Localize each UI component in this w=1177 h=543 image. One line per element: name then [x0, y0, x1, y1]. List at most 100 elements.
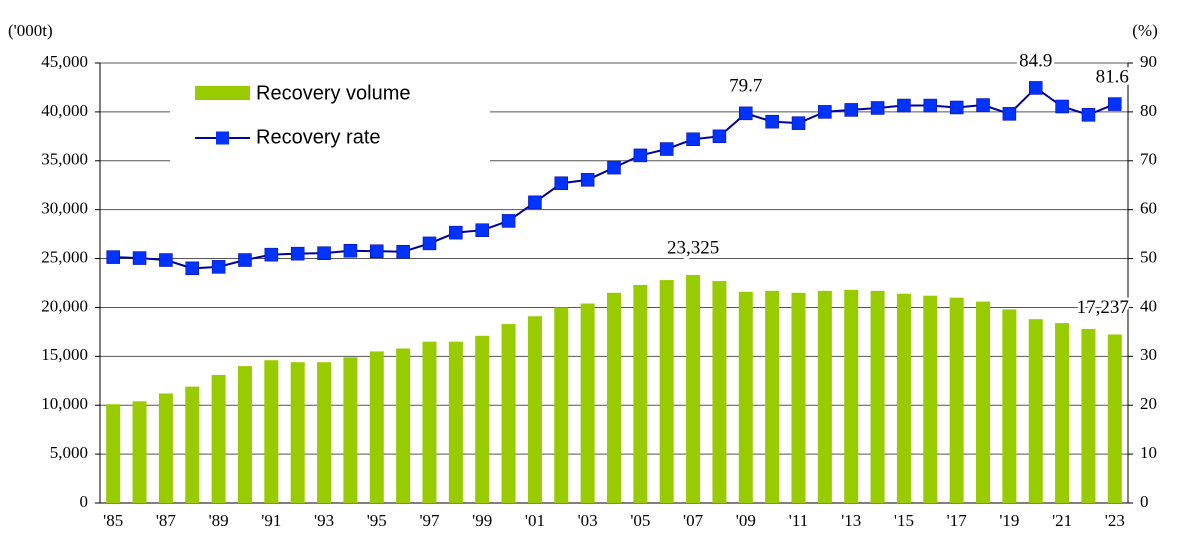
bar: [1107, 334, 1122, 503]
bar: [738, 291, 753, 503]
bar: [396, 348, 411, 503]
y-axis-label: ('000t): [8, 21, 53, 40]
rate-marker: [370, 244, 384, 258]
y-tick-label: 5,000: [50, 443, 88, 462]
x-tick-label: '87: [156, 511, 177, 530]
bar: [317, 362, 332, 503]
x-tick-label: '03: [578, 511, 598, 530]
rate-marker: [211, 260, 226, 274]
bar: [1081, 328, 1096, 503]
y-tick-label: 0: [80, 492, 89, 511]
bar: [817, 290, 832, 503]
x-tick-label: '09: [736, 511, 756, 530]
rate-marker: [897, 98, 911, 113]
bar: [765, 290, 780, 503]
bar: [106, 404, 121, 503]
y2-tick-label: 0: [1140, 492, 1149, 511]
bar: [369, 351, 384, 503]
bar: [1028, 319, 1043, 503]
rate-marker: [501, 214, 516, 228]
rate-marker: [396, 244, 410, 259]
bar: [132, 401, 147, 503]
rate-marker: [818, 105, 832, 119]
bar: [580, 303, 595, 503]
bar: [501, 324, 516, 503]
rate-marker: [1002, 107, 1017, 121]
rate-marker: [870, 101, 885, 115]
rate-marker: [185, 261, 200, 276]
x-tick-label: '07: [683, 511, 704, 530]
bar: [211, 374, 226, 503]
x-tick-label: '95: [367, 511, 387, 530]
rate-marker: [1055, 99, 1069, 114]
x-tick-label: '85: [103, 511, 123, 530]
rate-marker: [317, 246, 331, 260]
rate-marker: [976, 98, 990, 112]
y2-tick-label: 30: [1140, 345, 1157, 364]
y2-tick-label: 40: [1140, 296, 1157, 315]
rate-marker: [1081, 108, 1096, 122]
rate-marker: [580, 173, 595, 187]
rate-marker: [290, 246, 305, 261]
bar: [633, 284, 648, 503]
legend-marker: [216, 131, 229, 145]
rate-marker: [159, 253, 173, 267]
rate-marker: [659, 142, 674, 156]
x-tick-label: '17: [947, 511, 968, 530]
bar: [527, 316, 542, 503]
rate-marker: [132, 251, 147, 265]
y2-tick-label: 90: [1140, 52, 1157, 71]
x-tick-label: '11: [789, 511, 808, 530]
x-tick-label: '97: [419, 511, 440, 530]
y-tick-label: 35,000: [41, 150, 88, 169]
rate-marker: [739, 106, 753, 121]
rate-marker: [949, 100, 964, 115]
y-tick-label: 15,000: [41, 345, 88, 364]
x-tick-label: '23: [1105, 511, 1125, 530]
bar: [712, 281, 727, 503]
bar: [923, 295, 938, 503]
y2-tick-label: 60: [1140, 199, 1157, 218]
data-label: 84.9: [1019, 50, 1052, 71]
bar: [554, 307, 569, 503]
x-tick-label: '99: [472, 511, 492, 530]
y-tick-label: 45,000: [41, 52, 88, 71]
y-tick-label: 10,000: [41, 394, 88, 413]
rate-marker: [607, 160, 621, 175]
y2-tick-label: 10: [1140, 443, 1157, 462]
bar: [290, 362, 305, 503]
y2-axis-label: (%): [1132, 21, 1157, 40]
bar: [976, 301, 991, 503]
bar: [1002, 309, 1017, 503]
x-tick-label: '89: [209, 511, 229, 530]
x-tick-label: '21: [1052, 511, 1072, 530]
rate-marker: [791, 116, 806, 130]
y-tick-label: 20,000: [41, 296, 88, 315]
legend-swatch: [195, 86, 250, 100]
bar: [158, 393, 173, 503]
rate-marker: [554, 176, 569, 191]
rate-marker: [1028, 81, 1043, 95]
bar: [791, 292, 806, 503]
y-tick-label: 25,000: [41, 247, 88, 266]
bar: [870, 290, 885, 503]
rate-marker: [844, 103, 858, 117]
y2-tick-label: 20: [1140, 394, 1157, 413]
rate-marker: [1108, 97, 1122, 111]
bar: [185, 386, 200, 503]
rate-marker: [422, 236, 437, 251]
bar: [422, 341, 437, 503]
data-label: 23,325: [667, 237, 719, 258]
data-label: 17,237: [1077, 297, 1129, 318]
y2-tick-label: 70: [1140, 150, 1157, 169]
rate-marker: [238, 253, 252, 267]
legend-label: Recovery rate: [256, 126, 381, 148]
rate-marker: [449, 225, 463, 240]
bar: [844, 289, 859, 503]
rate-marker: [528, 195, 542, 210]
data-label: 79.7: [729, 76, 762, 97]
rate-marker: [686, 132, 700, 147]
bar: [264, 360, 279, 503]
x-tick-label: '05: [630, 511, 650, 530]
